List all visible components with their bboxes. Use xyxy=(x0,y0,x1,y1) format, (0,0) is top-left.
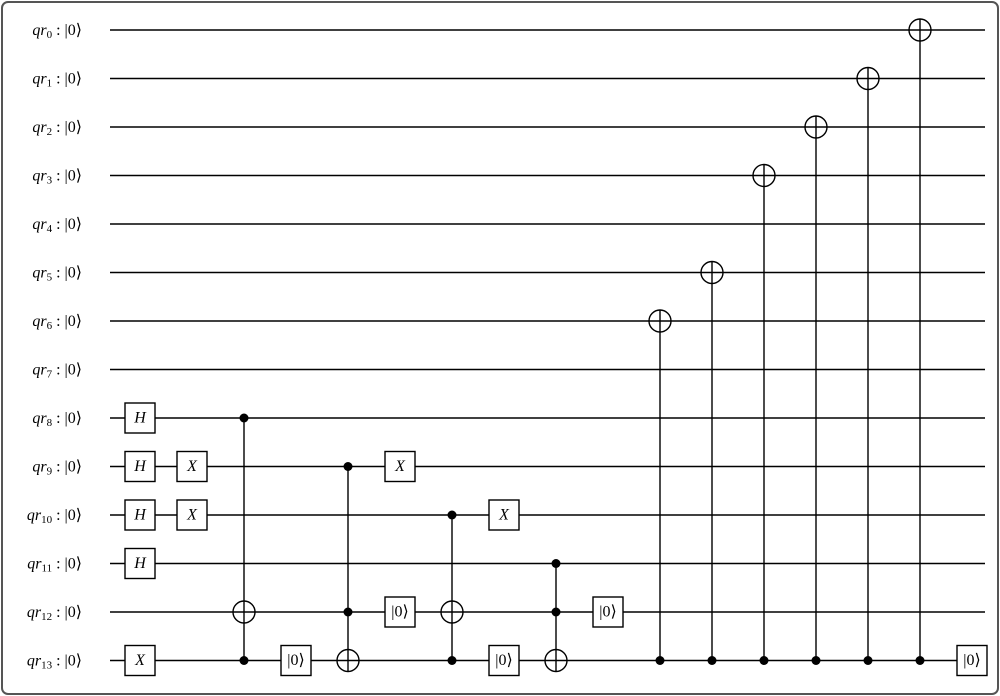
control-dot xyxy=(344,462,353,471)
control-dot xyxy=(812,656,821,665)
qubit-label-qr4: qr4 : |0⟩ xyxy=(32,216,82,236)
svg-text:|0⟩: |0⟩ xyxy=(599,604,616,621)
xor-target-icon xyxy=(753,165,775,187)
xor-target-icon xyxy=(857,68,879,90)
qubit-label-qr0: qr0 : |0⟩ xyxy=(32,22,82,42)
svg-text:X: X xyxy=(134,652,146,669)
qubit-label-qr6: qr6 : |0⟩ xyxy=(32,313,82,333)
gate-X: X xyxy=(125,646,155,676)
xor-target-icon xyxy=(805,116,827,138)
gate-X: X xyxy=(385,452,415,482)
svg-text:|0⟩: |0⟩ xyxy=(963,652,980,669)
xor-target-icon xyxy=(441,601,463,623)
quantum-circuit-figure: qr0 : |0⟩ qr1 : |0⟩ qr2 : |0⟩ qr3 : |0⟩ qr4 … xyxy=(0,0,1000,696)
svg-text:|0⟩: |0⟩ xyxy=(391,604,408,621)
gate-|0⟩: |0⟩ xyxy=(385,597,415,627)
control-dot xyxy=(708,656,717,665)
qubit-label-qr2: qr2 : |0⟩ xyxy=(32,119,82,139)
xor-target-icon xyxy=(337,650,359,672)
gate-|0⟩: |0⟩ xyxy=(489,646,519,676)
control-dot xyxy=(240,656,249,665)
xor-target-icon xyxy=(701,262,723,284)
qubit-label-qr5: qr5 : |0⟩ xyxy=(32,264,82,284)
xor-target-icon xyxy=(233,601,255,623)
control-dot xyxy=(240,414,249,423)
control-dot xyxy=(864,656,873,665)
gate-H: H xyxy=(125,403,155,433)
qubit-label-qr3: qr3 : |0⟩ xyxy=(32,167,82,187)
gate-X: X xyxy=(489,500,519,530)
qubit-label-qr10: qr10 : |0⟩ xyxy=(27,507,82,527)
xor-target-icon xyxy=(545,650,567,672)
gate-H: H xyxy=(125,549,155,579)
svg-text:H: H xyxy=(133,507,147,524)
control-dot xyxy=(344,608,353,617)
qubit-label-qr9: qr9 : |0⟩ xyxy=(32,458,82,478)
circuit-svg: qr0 : |0⟩ qr1 : |0⟩ qr2 : |0⟩ qr3 : |0⟩ qr4 … xyxy=(0,0,1000,696)
svg-text:H: H xyxy=(133,458,147,475)
svg-text:X: X xyxy=(498,507,510,524)
gate-H: H xyxy=(125,452,155,482)
svg-text:H: H xyxy=(133,410,147,427)
control-dot xyxy=(916,656,925,665)
xor-target-icon xyxy=(909,19,931,41)
qubit-label-qr13: qr13 : |0⟩ xyxy=(27,652,82,672)
control-dot xyxy=(552,608,561,617)
svg-text:H: H xyxy=(133,555,147,572)
svg-text:X: X xyxy=(394,458,406,475)
control-dot xyxy=(448,511,457,520)
gate-|0⟩: |0⟩ xyxy=(281,646,311,676)
svg-text:|0⟩: |0⟩ xyxy=(287,652,304,669)
gate-X: X xyxy=(177,452,207,482)
control-dot xyxy=(448,656,457,665)
gate-|0⟩: |0⟩ xyxy=(957,646,987,676)
qubit-label-qr8: qr8 : |0⟩ xyxy=(32,410,82,430)
qubit-label-qr7: qr7 : |0⟩ xyxy=(32,361,82,381)
gate-X: X xyxy=(177,500,207,530)
gate-|0⟩: |0⟩ xyxy=(593,597,623,627)
control-dot xyxy=(760,656,769,665)
svg-text:|0⟩: |0⟩ xyxy=(495,652,512,669)
svg-text:X: X xyxy=(186,507,198,524)
qubit-label-qr11: qr11 : |0⟩ xyxy=(27,555,82,575)
gate-H: H xyxy=(125,500,155,530)
control-dot xyxy=(656,656,665,665)
xor-target-icon xyxy=(649,310,671,332)
qubit-label-qr12: qr12 : |0⟩ xyxy=(27,604,82,624)
qubit-label-qr1: qr1 : |0⟩ xyxy=(32,70,82,90)
svg-text:X: X xyxy=(186,458,198,475)
control-dot xyxy=(552,559,561,568)
